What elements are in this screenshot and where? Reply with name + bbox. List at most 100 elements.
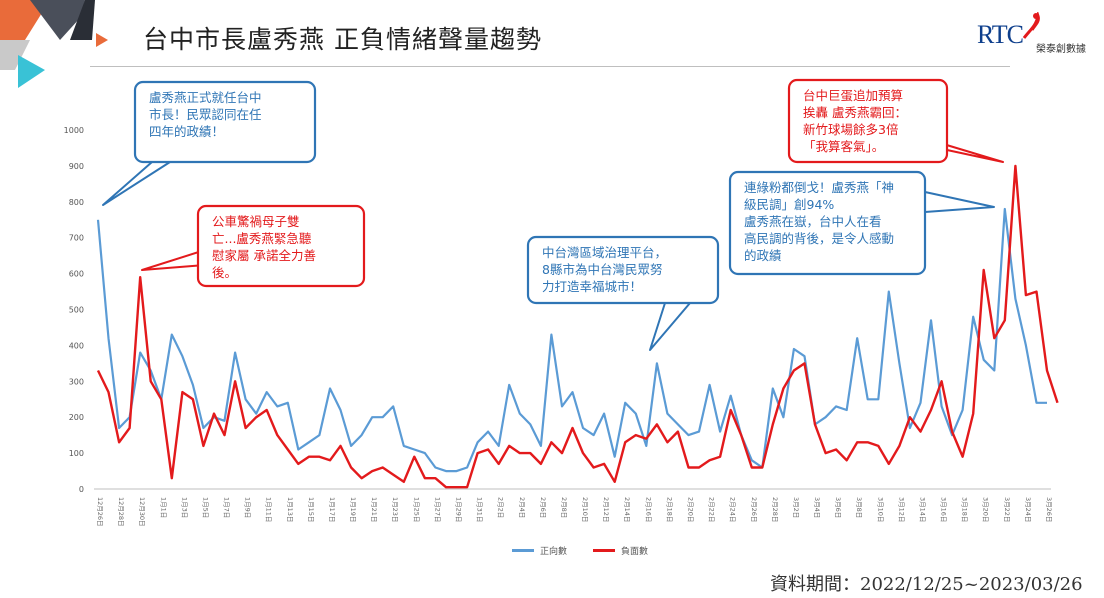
callout-text-line: 級民調」創94% (744, 197, 834, 212)
callout-text-line: 的政績 (744, 248, 782, 263)
callout-text-line: 公車驚禍母子雙 (212, 214, 300, 229)
title-divider (90, 66, 1010, 67)
callout-text-line: 盧秀燕在嶽，台中人在看 (744, 214, 882, 229)
y-tick-label: 100 (69, 449, 84, 458)
x-tick-label: 1月13日 (286, 497, 294, 522)
small-orange-arrow-shape (96, 33, 108, 47)
x-tick-label: 3月18日 (961, 497, 969, 522)
x-tick-label: 1月29日 (455, 497, 463, 522)
x-tick-label: 1月19日 (349, 497, 357, 522)
x-tick-label: 12月26日 (96, 497, 104, 527)
brand-logo: RTC (977, 20, 1024, 49)
callout-box (728, 170, 927, 276)
x-tick-label: 2月26日 (750, 497, 758, 522)
y-tick-label: 400 (69, 341, 84, 350)
x-tick-label: 1月27日 (433, 497, 441, 522)
x-tick-label: 2月12日 (602, 497, 610, 522)
legend-swatch-negative (593, 549, 616, 552)
x-tick-label: 2月2日 (497, 497, 505, 518)
x-tick-label: 12月30日 (138, 497, 146, 527)
x-tick-label: 2月16日 (644, 497, 652, 522)
callout-box (133, 80, 317, 164)
x-tick-label: 3月4日 (813, 497, 821, 518)
x-tick-label: 1月11日 (265, 497, 273, 522)
x-tick-label: 1月3日 (180, 497, 188, 518)
legend: 正向數 負面數 (512, 544, 648, 557)
callout-text-line: 高民調的背後，是令人感動 (744, 231, 894, 246)
callout-text-line: 市長！民眾認同在任 (149, 107, 262, 122)
x-tick-label: 1月7日 (223, 497, 231, 518)
callout-text-line: 挨轟 盧秀燕霸回： (803, 105, 907, 120)
callout-pointer (649, 302, 691, 351)
x-tick-label: 2月22日 (708, 497, 716, 522)
legend-label-negative: 負面數 (621, 547, 649, 557)
x-tick-label: 1月17日 (328, 497, 336, 522)
legend-swatch-positive (512, 549, 534, 552)
callout-text-line: 慰家屬 承諾全力善 (212, 248, 316, 263)
x-tick-label: 1月5日 (201, 497, 209, 518)
callout-text-line: 連綠粉都倒戈！盧秀燕「神 (744, 180, 894, 195)
x-tick-label: 3月26日 (1045, 497, 1053, 522)
y-tick-label: 1000 (64, 126, 84, 135)
callout-text-line: 亡...盧秀燕緊急聽 (212, 231, 312, 246)
x-tick-label: 3月6日 (834, 497, 842, 518)
callout-text-line: 四年的政績！ (149, 124, 224, 139)
callout-pointer (924, 191, 995, 213)
x-tick-label: 3月16日 (940, 497, 948, 522)
x-tick-label: 1月9日 (244, 497, 252, 518)
x-tick-label: 3月8日 (855, 497, 863, 518)
x-tick-label: 2月20日 (686, 497, 694, 522)
gray-triangle-shape (0, 40, 30, 70)
callout-text-line: 力打造幸福城市！ (542, 279, 642, 294)
callout-box (526, 235, 720, 305)
x-tick-label: 1月25日 (412, 497, 420, 522)
callout-text: 公車驚禍母子雙亡...盧秀燕緊急聽慰家屬 承諾全力善後。 (212, 214, 316, 280)
series-line-negative (96, 164, 1059, 489)
dark-triangle-shape (30, 0, 85, 40)
x-tick-label: 3月12日 (897, 497, 905, 522)
callout-pointer (141, 249, 206, 271)
x-tick-label: 2月4日 (518, 497, 526, 518)
callout-text-line: 新竹球場餘多3倍 (803, 122, 898, 137)
x-tick-label: 1月21日 (370, 497, 378, 522)
x-tick-label: 3月10日 (876, 497, 884, 522)
brand-logo-subtitle: 榮泰創數據 (1036, 44, 1086, 55)
x-tick-label: 3月24日 (1024, 497, 1032, 522)
callout-text-line: 後。 (212, 265, 237, 280)
callout-box (787, 78, 949, 164)
x-tick-label: 12月28日 (117, 497, 125, 527)
chart-title: 台中市長盧秀燕 正負情緒聲量趨勢 (143, 25, 542, 54)
y-tick-label: 600 (69, 270, 84, 279)
brand-logo-mark-icon (1022, 12, 1040, 39)
x-tick-label: 2月6日 (539, 497, 547, 518)
callout-text-line: 中台灣區域治理平台， (542, 245, 667, 260)
legend-label-positive: 正向數 (540, 547, 568, 557)
x-tick-label: 3月22日 (1003, 497, 1011, 522)
callout-box (196, 204, 366, 288)
x-tick-label: 3月2日 (792, 497, 800, 518)
x-tick-label: 1月1日 (159, 497, 167, 518)
x-tick-label: 2月18日 (665, 497, 673, 522)
data-period-note: 資料期間：2022/12/25~2023/03/26 (770, 574, 1083, 595)
callout-text: 中台灣區域治理平台， 8縣市為中台灣民眾努力打造幸福城市！ (542, 245, 667, 294)
y-tick-label: 700 (69, 234, 84, 243)
x-tick-label: 3月20日 (982, 497, 990, 522)
x-tick-label: 3月14日 (918, 497, 926, 522)
callout-text: 連綠粉都倒戈！盧秀燕「神級民調」創94% 盧秀燕在嶽，台中人在看高民調的背後，是令… (744, 180, 894, 263)
y-tick-label: 500 (69, 306, 84, 315)
callout-text-line: 盧秀燕正式就任台中 (149, 90, 262, 105)
callout-text: 盧秀燕正式就任台中市長！民眾認同在任四年的政績！ (149, 90, 262, 139)
callout-text-line: 台中巨蛋追加預算 (803, 88, 903, 103)
navy-triangle-shape (70, 0, 95, 40)
x-tick-label: 2月28日 (771, 497, 779, 522)
series-line-positive (96, 207, 1047, 473)
y-tick-label: 0 (79, 485, 84, 494)
y-tick-label: 800 (69, 198, 84, 207)
y-tick-label: 300 (69, 377, 84, 386)
x-tick-label: 2月10日 (581, 497, 589, 522)
callout-text-line: 「我算客氣」。 (803, 139, 884, 154)
cyan-triangle-shape (18, 55, 45, 88)
x-tick-label: 2月24日 (729, 497, 737, 522)
y-tick-label: 200 (69, 413, 84, 422)
